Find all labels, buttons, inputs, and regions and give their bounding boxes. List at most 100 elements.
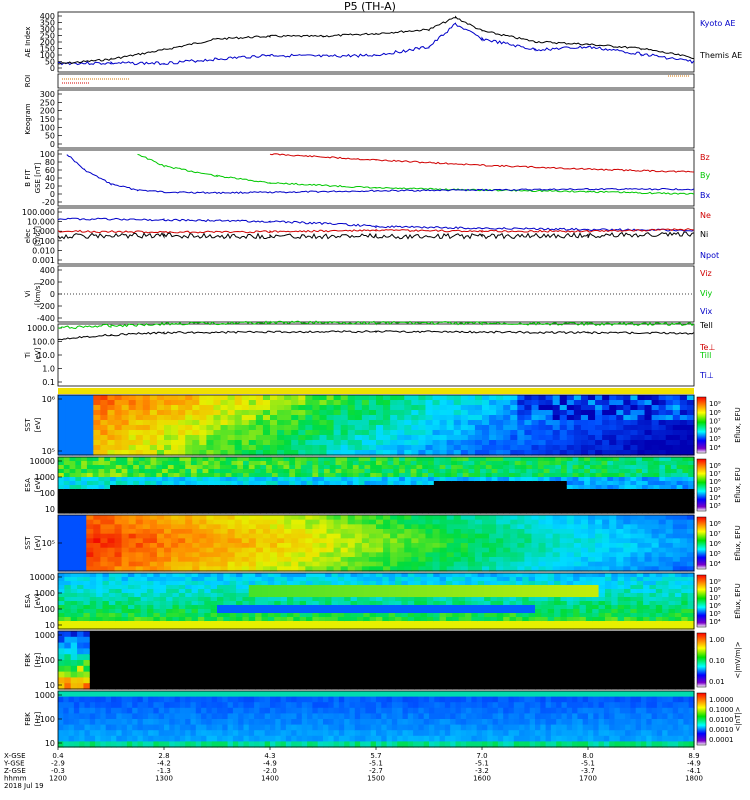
esa_i-ylabel: ESA	[24, 478, 32, 492]
xaxis-zgse-3: -2.7	[369, 767, 383, 775]
roi-panel-frame	[57, 73, 695, 89]
keogram-tick-1: 250	[40, 98, 55, 107]
sst_e-spectrogram	[58, 515, 695, 572]
temp-legend-3: Ti⊥	[699, 371, 714, 380]
xaxis-ygse-0: -2.9	[51, 760, 65, 768]
bfield-unit-label: GSE [nT]	[34, 162, 42, 193]
keogram-tick-2: 200	[40, 107, 55, 116]
density-tick-2: 1.000	[32, 227, 55, 236]
fbk_b-tick-0: 1000	[35, 691, 55, 700]
sst_e-colorbar	[696, 516, 707, 570]
esa_e-cb-tick-2: 10⁷	[709, 594, 721, 602]
esa_i-cb-tick-3: 10⁵	[709, 486, 721, 494]
density-tick-5: 0.001	[32, 256, 55, 265]
density-unit-label: [1/cc]	[34, 226, 42, 246]
velocity-ylabel: Vi	[24, 291, 32, 298]
xaxis-xgse-6: 8.9	[688, 752, 699, 760]
density-legend-0: Ne	[700, 211, 711, 220]
esa_i-panel-frame	[57, 456, 695, 514]
sst_i-ylabel: SST	[24, 418, 32, 432]
sst_i-panel-frame	[57, 394, 695, 456]
xaxis-zgse-6: -4.1	[687, 767, 701, 775]
npot-line	[57, 231, 695, 240]
bfield-tick-2: 60	[45, 166, 55, 175]
esa_i-tick-3: 10	[45, 505, 55, 514]
xaxis-zgse-4: -3.2	[475, 767, 489, 775]
bfield-tick-4: 20	[45, 182, 55, 191]
fbk_e-cb-tick-0: 1.00	[709, 636, 725, 644]
fbk_e-cb-tick-1: 0.10	[709, 657, 725, 665]
xaxis-xgse-2: 4.3	[264, 752, 275, 760]
kyoto-ae-line	[57, 22, 695, 66]
density-tick-0: 100.000	[22, 208, 55, 217]
fbk_b-tick-1: 100	[40, 715, 55, 724]
fbk_b-cb-tick-3: 0.0010	[709, 726, 734, 734]
xaxis-row-label-3: hhmm	[4, 775, 27, 783]
ae-legend-0: Kyoto AE	[700, 19, 735, 28]
velocity-tick-4: -400	[37, 314, 55, 323]
bfield-panel-frame	[57, 149, 695, 207]
xaxis-row-label-4: 2018 Jul 19	[4, 782, 44, 790]
esa_e-cb-tick-4: 10⁵	[709, 610, 721, 618]
xaxis-ygse-4: -5.1	[475, 760, 489, 768]
density-tick-3: 0.100	[32, 237, 55, 246]
bfield-legend-2: Bx	[700, 191, 710, 200]
fbk_b-cb-tick-2: 0.0100	[709, 716, 734, 724]
keogram-tick-0: 300	[40, 90, 55, 99]
ae-tick-5: 150	[40, 45, 55, 54]
velocity-tick-3: -200	[37, 302, 55, 311]
ae-tick-3: 250	[40, 32, 55, 41]
keogram-tick-6: 0	[50, 140, 55, 149]
velocity-tick-0: 400	[40, 266, 55, 275]
keogram-tick-5: 50	[45, 132, 55, 141]
temp-legend-1: Te⊥	[699, 343, 715, 352]
esa_i-spectrogram	[58, 457, 695, 514]
xaxis-xgse-4: 7.0	[476, 752, 487, 760]
esa_i-cb-tick-0: 10⁸	[709, 462, 721, 470]
sst_i-cb-tick-0: 10⁹	[709, 400, 721, 408]
themis-ae-line	[58, 15, 695, 65]
xaxis-ygse-2: -4.9	[263, 760, 277, 768]
esa_i-tick-1: 1000	[35, 473, 55, 482]
ae-tick-1: 350	[40, 19, 55, 28]
fbk_b-cb-tick-1: 0.1000	[709, 706, 734, 714]
temp-legend-2: Till	[699, 351, 711, 360]
esa_e-ylabel: ESA	[24, 594, 32, 608]
xaxis-ygse-1: -4.2	[157, 760, 171, 768]
xaxis-zgse-5: -3.7	[581, 767, 595, 775]
till-line	[57, 320, 695, 330]
fbk_b-unit-label: [Hz]	[34, 712, 42, 727]
xaxis-row-label-1: Y-GSE	[3, 760, 25, 768]
ni-line	[57, 217, 695, 232]
xaxis-hhmm-6: 1800	[685, 775, 703, 783]
keogram-tick-4: 100	[40, 123, 55, 132]
fbk_e-tick-1: 100	[40, 656, 55, 665]
temp-unit-label: [eV]	[34, 347, 42, 362]
ae-tick-7: 50	[45, 58, 55, 67]
sst_e-ylabel: SST	[24, 536, 32, 550]
bfield-tick-3: 40	[45, 174, 55, 183]
esa_e-unit-label: [eV]	[34, 593, 42, 608]
esa_i-cb-tick-2: 10⁶	[709, 478, 721, 486]
esa_i-cb-tick-1: 10⁷	[709, 470, 721, 478]
sst_i-cb-tick-2: 10⁷	[709, 418, 721, 426]
sst_e-tick-0: 10⁵	[42, 539, 55, 548]
sst_e-cb-tick-1: 10⁷	[709, 530, 721, 538]
xaxis-zgse-2: -2.0	[263, 767, 277, 775]
xaxis-hhmm-0: 1200	[49, 775, 67, 783]
bfield-tick-1: 80	[45, 158, 55, 167]
esa_i-cb-tick-5: 10³	[709, 502, 721, 510]
plot-title: P5 (TH-A)	[344, 0, 396, 13]
velocity-tick-1: 200	[40, 278, 55, 287]
ae-tick-4: 200	[40, 38, 55, 47]
tell-line	[57, 330, 695, 341]
sst_i-cb-tick-5: 10⁴	[709, 444, 721, 452]
esa_i-cb-label: Eflux, EFU	[734, 467, 742, 502]
top-yellow-strip	[58, 388, 694, 394]
esa_i-tick-2: 100	[40, 489, 55, 498]
xaxis-hhmm-5: 1700	[579, 775, 597, 783]
keogram-panel-frame	[57, 89, 695, 149]
xaxis-row-label-2: Z-GSE	[4, 767, 26, 775]
fbk_e-colorbar	[696, 632, 707, 688]
velocity-legend-1: Viy	[700, 289, 713, 298]
